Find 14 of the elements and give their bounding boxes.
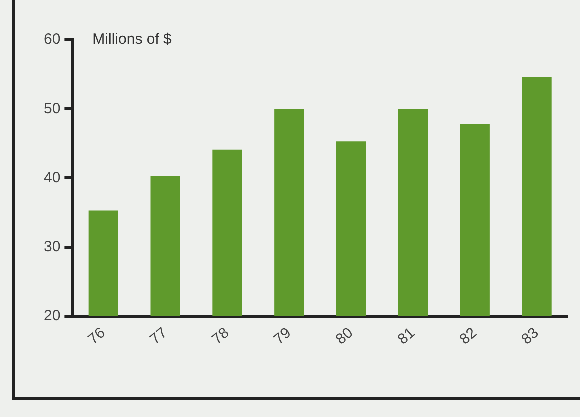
x-tick-label: 77 [147, 324, 171, 348]
y-tick-label: 20 [44, 308, 61, 325]
y-tick-label: 50 [44, 100, 61, 118]
y-axis-title: Millions of $ [92, 31, 173, 48]
x-tick-label: 83 [518, 324, 542, 348]
x-tick-label: 82 [456, 324, 480, 348]
y-tick-label: 30 [44, 238, 61, 256]
y-tick-label: 40 [44, 169, 61, 186]
x-tick-label: 81 [394, 324, 418, 348]
x-tick-label: 78 [208, 324, 233, 348]
x-tick-label: 76 [85, 324, 109, 348]
x-tick-label: 80 [332, 324, 357, 348]
y-tick-label: 60 [44, 31, 61, 48]
x-tick-label: 79 [270, 324, 295, 348]
